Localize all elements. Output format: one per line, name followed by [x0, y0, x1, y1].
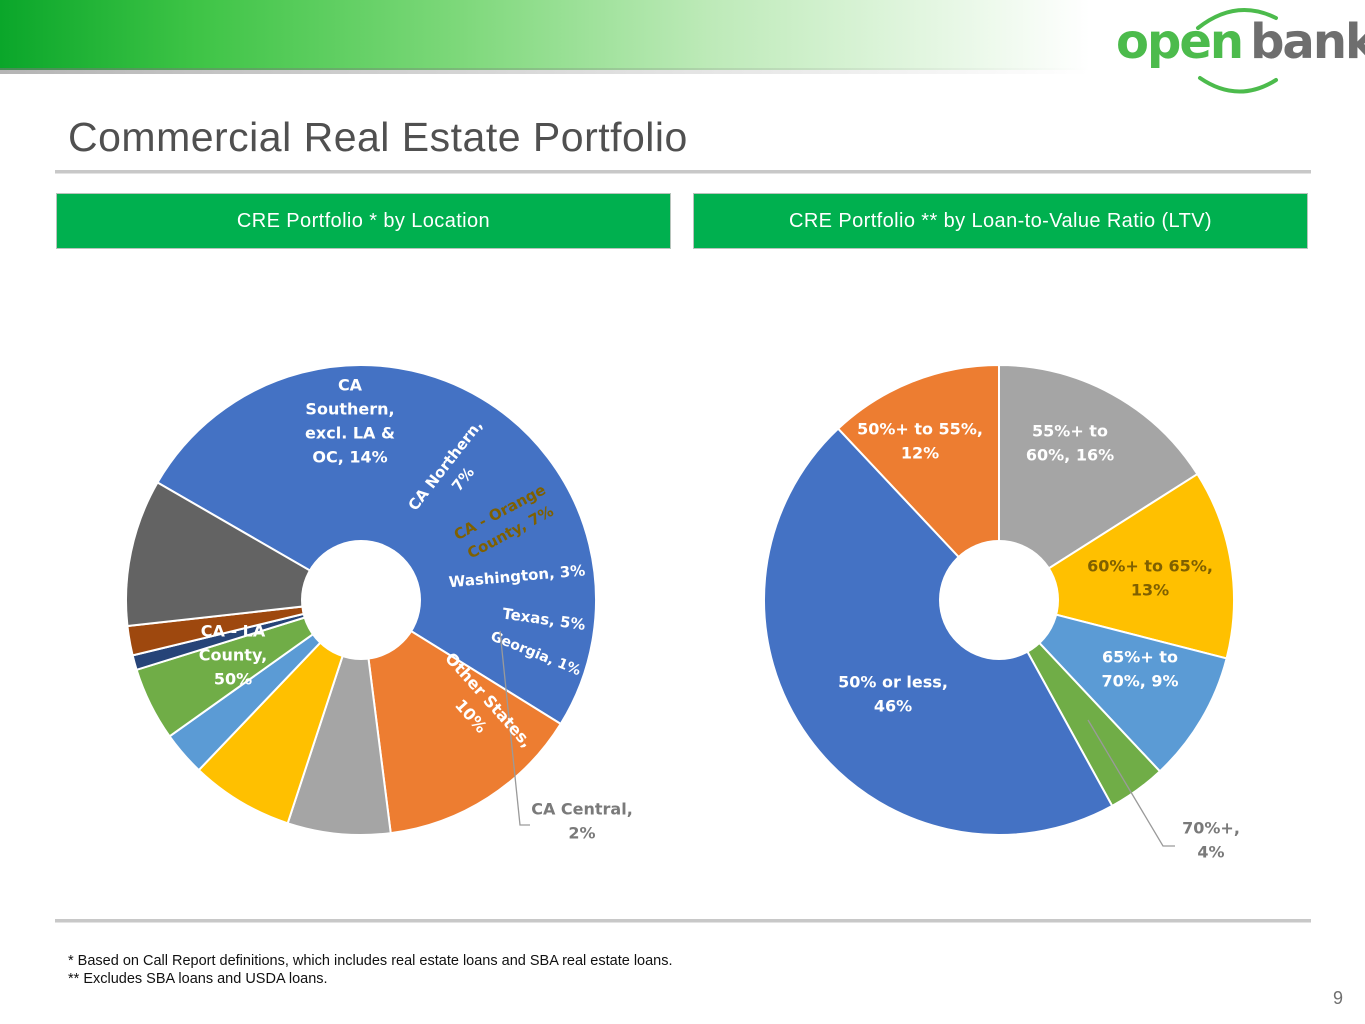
slice-label-50-or-less: 50% or less, 46%: [838, 673, 948, 716]
page-number: 9: [1332, 988, 1343, 1008]
donut-hole: [301, 540, 421, 660]
header-band-shadow: [0, 68, 1090, 74]
pie-chart-location: CA - LA County, 50% CA Southern, excl. LA & OC…: [125, 364, 633, 843]
pie-chart-ltv: 50%+ to 55%, 12% 55%+ to 60%, 16% 60%+ to 65…: [763, 363, 1240, 862]
footnote-sba-exclusion: ** Excludes SBA loans and USDA loans.: [68, 971, 328, 987]
slice-label-60-to-65: 60%+ to 65%, 13%: [1087, 557, 1213, 600]
donut-hole: [939, 540, 1059, 660]
slice-label-70: 70%+, 4%: [1182, 819, 1240, 862]
logo-open-text: open: [1116, 14, 1244, 70]
footnote-call-report: * Based on Call Report definitions, whic…: [68, 953, 673, 969]
pie-slice-ca-orange-county: [197, 599, 362, 825]
slice-label-ca-southern-excl-la-oc: CA Southern, excl. LA & OC, 14%: [305, 376, 395, 467]
pie-slice-ca-southern-excl-la-oc: [359, 598, 563, 835]
panel-header-location: CRE Portfolio * by Location: [56, 193, 671, 249]
pie-slice-60-to-65: [996, 472, 1236, 660]
logo-wordmark: open bank: [1116, 18, 1365, 66]
pie-slice-55-to-60: [998, 363, 1199, 602]
pie-slice-50-to-55: [836, 363, 1000, 603]
footer-divider: [55, 919, 1311, 923]
slice-label-ca-la-county: CA - LA County, 50%: [199, 622, 267, 689]
page-title: Commercial Real Estate Portfolio: [68, 114, 688, 160]
title-divider: [55, 170, 1311, 174]
pie-slice-65-to-70: [995, 598, 1228, 773]
panel-header-ltv: CRE Portfolio ** by Loan-to-Value Ratio …: [693, 193, 1308, 249]
slice-label-50-to-55: 50%+ to 55%, 12%: [857, 420, 983, 463]
slice-label-ca-central: CA Central, 2%: [531, 800, 633, 843]
leader-line-70: [1087, 719, 1175, 847]
openbank-logo: open bank: [1116, 4, 1365, 96]
header-gradient-band: [0, 0, 1090, 70]
leader-line-ca-central: [499, 630, 530, 826]
pie-slice-50-or-less: [763, 427, 1114, 836]
slice-label-65-to-70: 65%+ to 70%, 9%: [1101, 648, 1178, 691]
slice-label-55-to-60: 55%+ to 60%, 16%: [1026, 422, 1114, 465]
logo-swoosh-icon: [1196, 8, 1278, 94]
logo-bank-text: bank: [1250, 14, 1365, 70]
